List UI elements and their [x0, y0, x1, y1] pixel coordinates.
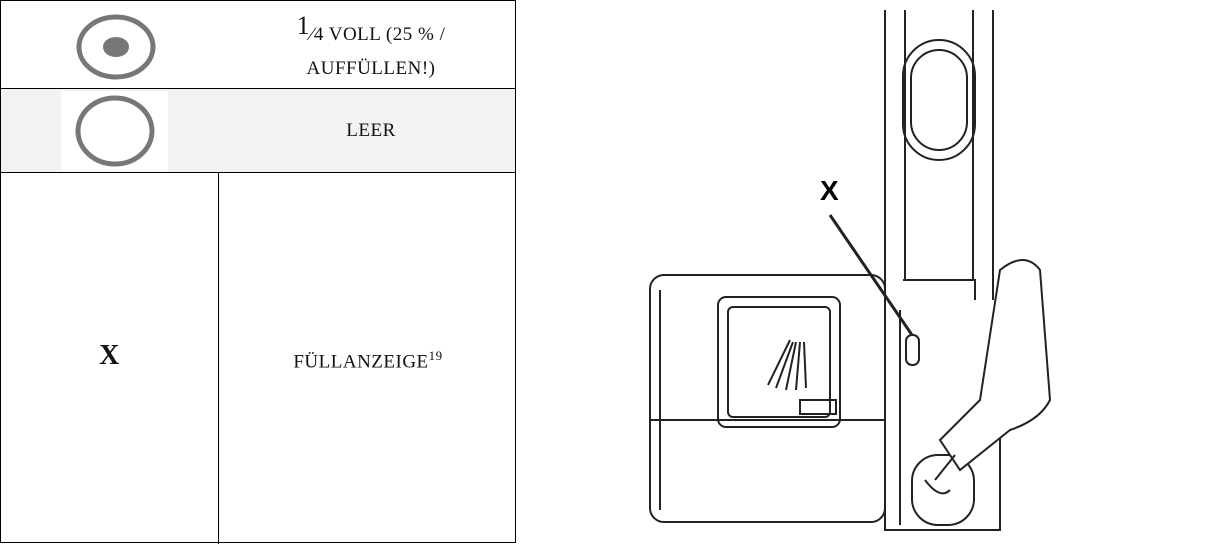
- row-text: LEER: [346, 120, 396, 141]
- row-text: 1⁄4 VOLL (25 % / AUFFÜLLEN!): [226, 9, 516, 86]
- key: X: [99, 340, 120, 371]
- text: AUFFÜLLEN!): [306, 58, 436, 79]
- illustration: X: [649, 10, 1052, 531]
- row-text: FÜLLANZEIGE19: [219, 339, 517, 379]
- figure-label: X: [820, 175, 839, 206]
- row-empty: LEER: [1, 89, 515, 173]
- footnote: 19: [428, 348, 443, 363]
- row-indicator: X FÜLLANZEIGE19: [1, 173, 515, 544]
- icon-empty: [61, 91, 168, 171]
- icon-quarter: [76, 14, 156, 80]
- numerator: 1: [296, 11, 311, 40]
- text: FÜLLANZEIGE: [293, 351, 429, 373]
- legend-table: 1⁄4 VOLL (25 % / AUFFÜLLEN!) LEER X FÜLL…: [0, 0, 516, 544]
- text: ⁄4 VOLL (25 % /: [310, 24, 446, 45]
- divider: [218, 173, 219, 544]
- row-quarter: 1⁄4 VOLL (25 % / AUFFÜLLEN!): [1, 1, 515, 89]
